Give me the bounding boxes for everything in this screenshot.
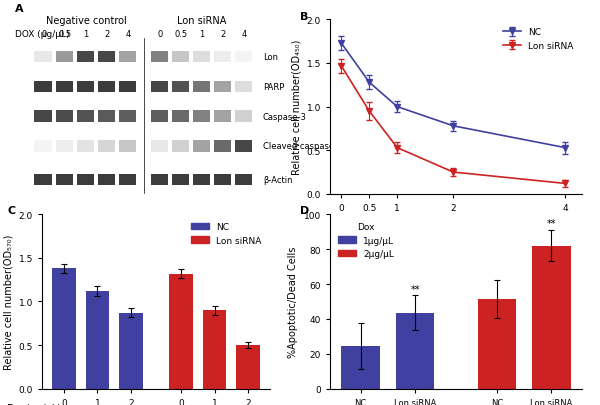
Bar bbox=[34, 141, 52, 152]
Bar bbox=[77, 51, 94, 63]
Bar bbox=[119, 175, 136, 186]
Bar bbox=[214, 51, 231, 63]
Text: C: C bbox=[8, 206, 16, 216]
Bar bbox=[214, 81, 231, 93]
Text: DOX (μg/μL): DOX (μg/μL) bbox=[14, 30, 69, 39]
Bar bbox=[478, 299, 516, 389]
Text: 1: 1 bbox=[83, 30, 89, 39]
Bar bbox=[193, 141, 210, 152]
Bar bbox=[532, 246, 571, 389]
Y-axis label: Relative cell number(OD₄₅₀): Relative cell number(OD₄₅₀) bbox=[291, 40, 301, 175]
Bar bbox=[172, 111, 189, 122]
Bar bbox=[52, 269, 76, 389]
Bar bbox=[34, 51, 52, 63]
Text: 4: 4 bbox=[125, 30, 131, 39]
Bar bbox=[235, 141, 252, 152]
Bar bbox=[98, 111, 115, 122]
Bar bbox=[172, 51, 189, 63]
Text: β-Actin: β-Actin bbox=[263, 176, 292, 185]
Bar bbox=[396, 313, 434, 389]
X-axis label: Doxorubicin(μg/μL): Doxorubicin(μg/μL) bbox=[409, 218, 503, 228]
Bar bbox=[119, 313, 143, 389]
Bar bbox=[193, 111, 210, 122]
Bar bbox=[151, 81, 168, 93]
Bar bbox=[193, 175, 210, 186]
Bar bbox=[119, 141, 136, 152]
Legend: NC, Lon siRNA: NC, Lon siRNA bbox=[500, 25, 577, 54]
Bar bbox=[214, 111, 231, 122]
Text: Negative control: Negative control bbox=[46, 16, 126, 26]
Bar bbox=[98, 175, 115, 186]
Bar bbox=[151, 175, 168, 186]
Text: 0: 0 bbox=[41, 30, 46, 39]
Bar bbox=[77, 141, 94, 152]
Bar bbox=[34, 81, 52, 93]
Text: D: D bbox=[300, 206, 309, 216]
Text: PARP: PARP bbox=[263, 83, 284, 92]
Bar bbox=[77, 81, 94, 93]
Bar bbox=[119, 111, 136, 122]
Bar bbox=[56, 141, 73, 152]
Bar bbox=[34, 175, 52, 186]
Text: Caspase-3: Caspase-3 bbox=[263, 112, 307, 121]
Bar bbox=[214, 141, 231, 152]
Bar bbox=[77, 175, 94, 186]
Bar bbox=[34, 111, 52, 122]
Bar bbox=[235, 175, 252, 186]
Text: 0: 0 bbox=[157, 30, 163, 39]
Text: Lon: Lon bbox=[263, 53, 278, 62]
Legend: 1μg/μL, 2μg/μL: 1μg/μL, 2μg/μL bbox=[335, 219, 398, 262]
Bar bbox=[341, 346, 380, 389]
Text: Lon siRNA: Lon siRNA bbox=[178, 16, 227, 26]
Bar bbox=[56, 51, 73, 63]
Bar bbox=[235, 81, 252, 93]
Bar bbox=[98, 81, 115, 93]
Text: Cleaved caspase-3: Cleaved caspase-3 bbox=[263, 142, 342, 151]
Bar bbox=[172, 81, 189, 93]
Bar bbox=[86, 291, 109, 389]
Y-axis label: %Apoptotic/Dead Cells: %Apoptotic/Dead Cells bbox=[288, 246, 298, 357]
Text: 2: 2 bbox=[221, 30, 226, 39]
Text: **: ** bbox=[410, 284, 420, 294]
Text: A: A bbox=[14, 4, 23, 14]
Bar bbox=[193, 51, 210, 63]
Bar bbox=[235, 51, 252, 63]
Legend: NC, Lon siRNA: NC, Lon siRNA bbox=[188, 219, 265, 249]
Text: B: B bbox=[300, 11, 308, 21]
X-axis label: Dox(μg/μL):: Dox(μg/μL): bbox=[7, 403, 64, 405]
Bar bbox=[236, 345, 260, 389]
Bar bbox=[169, 274, 193, 389]
Text: **: ** bbox=[547, 219, 556, 229]
Bar bbox=[235, 111, 252, 122]
Bar bbox=[56, 111, 73, 122]
Text: 1: 1 bbox=[199, 30, 205, 39]
Text: 0.5: 0.5 bbox=[175, 30, 188, 39]
Bar bbox=[98, 51, 115, 63]
Bar bbox=[151, 111, 168, 122]
Bar bbox=[77, 111, 94, 122]
Bar bbox=[214, 175, 231, 186]
Y-axis label: Relative cell number(OD₅₇₀): Relative cell number(OD₅₇₀) bbox=[3, 234, 13, 369]
Bar bbox=[56, 175, 73, 186]
Text: 0.5: 0.5 bbox=[58, 30, 71, 39]
Bar bbox=[56, 81, 73, 93]
Bar bbox=[98, 141, 115, 152]
Bar bbox=[151, 141, 168, 152]
Bar bbox=[172, 175, 189, 186]
Text: 2: 2 bbox=[104, 30, 110, 39]
Bar bbox=[193, 81, 210, 93]
Bar bbox=[203, 310, 226, 389]
Text: 4: 4 bbox=[242, 30, 247, 39]
Bar bbox=[151, 51, 168, 63]
Bar bbox=[172, 141, 189, 152]
Bar bbox=[119, 81, 136, 93]
Bar bbox=[119, 51, 136, 63]
